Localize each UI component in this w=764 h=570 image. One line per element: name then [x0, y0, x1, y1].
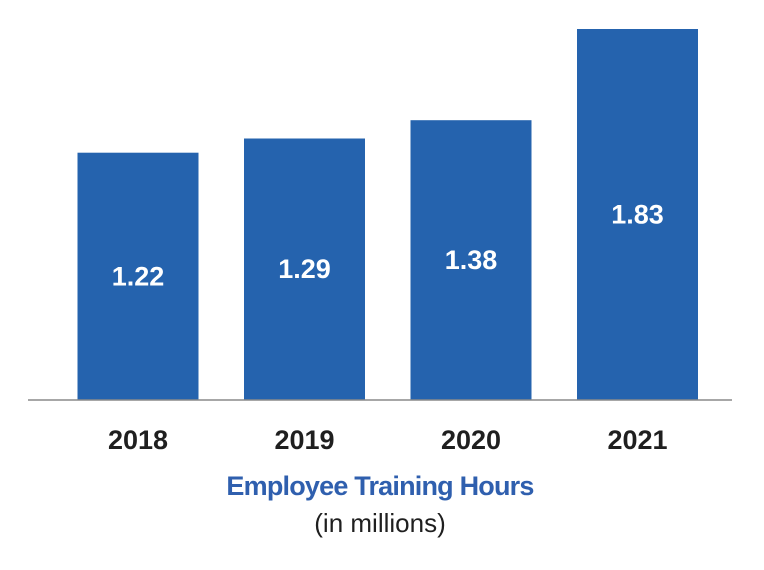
- chart-subtitle: (in millions): [314, 508, 446, 538]
- bars-group: [77, 29, 698, 400]
- bar-2018: [77, 152, 199, 400]
- bar-2021: [577, 29, 698, 400]
- bar-value-label: 1.38: [445, 245, 498, 275]
- x-tick-label: 2021: [607, 425, 667, 455]
- bar-2020: [410, 120, 532, 400]
- bar-value-labels-group: 1.22 1.29 1.38 1.83: [112, 200, 664, 292]
- bar-2019: [244, 138, 365, 400]
- bar-value-label: 1.22: [112, 261, 165, 291]
- x-tick-label: 2018: [108, 425, 168, 455]
- chart-title: Employee Training Hours: [226, 471, 534, 501]
- x-tick-label: 2019: [274, 425, 334, 455]
- bar-value-label: 1.29: [278, 254, 331, 284]
- bar-value-label: 1.83: [611, 200, 664, 230]
- x-tick-labels-group: 2018 2019 2020 2021: [108, 425, 668, 455]
- x-tick-label: 2020: [441, 425, 501, 455]
